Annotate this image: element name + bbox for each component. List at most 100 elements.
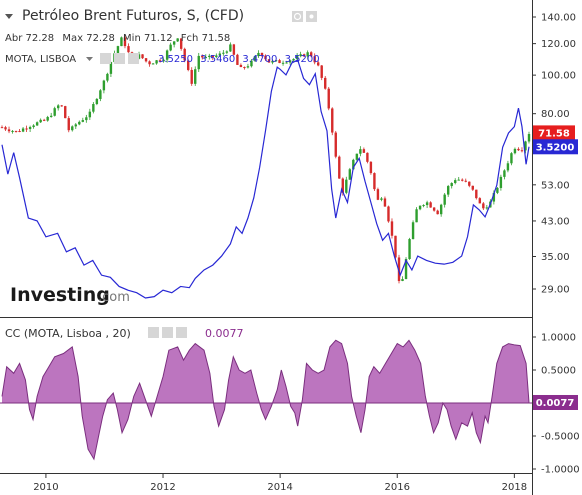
price-pane[interactable] [0,35,531,299]
price-candle-0 [0,125,4,129]
indicator-close-icon[interactable] [176,327,187,338]
price-candle-88 [309,51,313,58]
overlay-dropdown-icon[interactable] [86,57,93,61]
price-candle-122 [429,201,432,208]
price-candle-body-123 [432,207,436,211]
price-candle-70 [246,63,250,69]
price-candle-body-136 [478,198,482,204]
price-candle-147 [517,147,520,151]
price-candle-body-45 [158,60,162,62]
price-candle-134 [471,185,474,191]
ohlc-high-label: Max [62,33,83,44]
price-candle-body-78 [274,60,278,62]
cc-y-axis[interactable]: 1.0000 0.5000 -0.5000 -1.0000 [532,333,580,476]
price-candle-body-53 [187,60,190,70]
cc-area [2,340,529,460]
price-candle-78 [274,59,278,63]
investing-logo: Investing .com [10,284,130,306]
price-candle-114 [401,276,404,282]
price-candle-body-26 [92,104,95,112]
price-candle-body-148 [520,150,524,152]
price-candle-body-125 [439,204,443,215]
ohlc-open-label: Abr [5,33,23,44]
price-candle-112 [394,235,397,261]
cc-line [1,339,530,461]
price-candle-body-17 [60,105,63,107]
price-candle-body-43 [151,63,155,65]
price-candle-body-76 [267,59,271,63]
chart-title: Petróleo Brent Futuros, S, (CFD) [22,8,244,24]
price-y-tick-label-7: 35.00 [541,252,570,263]
price-candle-150 [527,131,531,144]
price-candle-113 [397,254,401,284]
price-y-tick-label-0: 140.00 [541,13,576,24]
price-candle-44 [155,59,158,65]
price-candle-body-62 [218,53,222,56]
price-candle-51 [179,38,183,51]
price-candle-body-104 [366,152,369,162]
price-candle-46 [162,57,165,63]
price-candle-body-13 [46,116,49,121]
settings-icon[interactable] [292,11,303,22]
overlay-close-icon[interactable] [128,53,139,64]
price-candle-body-94 [331,108,334,133]
price-candle-39 [137,51,141,60]
overlay-visibility-icon[interactable] [100,53,111,64]
price-candle-23 [81,117,85,123]
price-candle-body-150 [527,134,531,142]
price-y-tick-label-8: 29.00 [541,285,570,296]
price-candle-body-15 [53,108,56,116]
price-candle-105 [369,161,373,175]
price-candle-52 [183,47,186,63]
price-candle-body-82 [288,60,292,63]
indicator-visibility-icon[interactable] [148,327,159,338]
price-candle-87 [306,50,309,60]
cc-y-tick-label-1: 0.5000 [541,366,576,377]
price-candle-103 [362,147,366,153]
price-candle-body-25 [88,111,92,118]
indicator-pane[interactable] [0,339,532,461]
price-candle-body-51 [179,38,183,49]
price-candle-body-118 [415,209,418,223]
svg-text:3.5250 3.5460 3.47: 3.5250 3.5460 3.4700 3.5200 [158,54,320,65]
price-candle-30 [106,72,109,83]
price-candle-35 [123,35,127,49]
price-candle-body-107 [376,189,380,200]
price-candle-body-54 [190,69,193,84]
price-candle-body-130 [457,179,460,181]
price-candle-129 [454,178,457,185]
price-candle-34 [120,36,123,47]
overlay-value-open: 3.5250 [158,54,193,65]
price-candle-128 [450,182,453,189]
price-candle-body-93 [327,88,330,109]
price-candle-142 [499,174,503,191]
price-candle-body-12 [42,119,46,121]
collapse-arrow-icon[interactable] [5,14,13,19]
ohlc-close-label: Fch [181,33,199,44]
price-candle-101 [355,153,359,161]
indicator-settings-icon[interactable] [162,327,173,338]
price-candle-body-16 [57,105,60,109]
ohlc-low-label: Min [123,33,141,44]
price-last-label: 71.58 [538,128,570,139]
price-candle-91 [320,65,323,81]
cc-y-tick-label-3: -1.0000 [541,465,580,476]
price-candle-body-111 [390,221,394,236]
gear-icon[interactable] [306,11,317,22]
price-candle-94 [331,107,334,136]
price-candle-body-134 [471,185,474,190]
price-candle-body-52 [183,48,186,61]
overlay-settings-icon[interactable] [114,53,125,64]
price-candle-79 [278,58,281,64]
price-candle-124 [436,209,439,215]
price-candle-131 [461,178,464,182]
price-last-badge: 71.58 [533,125,575,141]
price-candle-143 [503,169,506,180]
price-candle-body-67 [236,54,239,65]
price-candle-107 [376,187,380,201]
price-candle-26 [92,102,95,114]
price-candle-69 [243,66,246,70]
price-candle-41 [144,57,148,63]
price-candle-148 [520,147,524,153]
